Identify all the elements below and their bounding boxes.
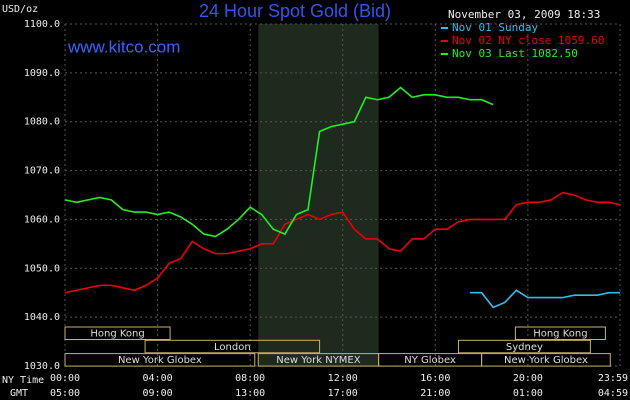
y-tick-label: 1040.0 [24, 312, 60, 323]
x-tick-label: 23:59 [598, 373, 628, 384]
x-tick-label: 20:00 [513, 373, 543, 384]
x2-tick-label: 17:00 [328, 388, 358, 399]
x2-axis-label: GMT [10, 388, 28, 399]
session-box [64, 326, 171, 340]
session-label: NY Globex [404, 355, 456, 366]
series-line [470, 289, 620, 309]
x2-tick-label: 09:00 [143, 388, 173, 399]
highlight-band [258, 24, 379, 366]
series-line [64, 191, 621, 294]
x2-tick-label: 13:00 [235, 388, 265, 399]
session-label: New York Globex [118, 355, 202, 366]
y-tick-label: 1100.0 [24, 19, 60, 30]
session-box [457, 339, 591, 354]
x-tick-label: 16:00 [420, 373, 450, 384]
site-label: www.kitco.com [67, 37, 180, 56]
y-tick-label: 1050.0 [24, 263, 60, 274]
x2-tick-label: 21:00 [420, 388, 450, 399]
legend-label: Nov 03 Last 1082.50 [452, 47, 578, 60]
x-tick-label: 00:00 [50, 373, 80, 384]
session-box [481, 353, 611, 367]
session-label: London [214, 342, 251, 353]
y-tick-label: 1080.0 [24, 117, 60, 128]
x-axis-label: NY Time [2, 375, 44, 386]
x-tick-label: 12:00 [328, 373, 358, 384]
legend-label: Nov 02 NY close 1059.60 [452, 34, 604, 47]
x-tick-label: 08:00 [235, 373, 265, 384]
y-axis-label: USD/oz [2, 4, 38, 15]
x2-tick-label: 04:59 [598, 388, 628, 399]
legend-label: Nov 01 Sunday [452, 21, 538, 34]
session-label: New York Globex [504, 355, 588, 366]
series-line [64, 86, 494, 238]
timestamp: November 03, 2009 18:33 [448, 8, 600, 21]
session-box [144, 339, 321, 354]
x2-tick-label: 01:00 [513, 388, 543, 399]
session-label: Sydney [506, 342, 543, 353]
chart-title: 24 Hour Spot Gold (Bid) [199, 1, 391, 21]
session-label: Hong Kong [533, 329, 587, 340]
y-tick-label: 1070.0 [24, 166, 60, 177]
session-label: Hong Kong [90, 329, 144, 340]
x2-tick-label: 05:00 [50, 388, 80, 399]
session-label: New York NYMEX [276, 355, 361, 366]
session-box [514, 326, 606, 340]
x-tick-label: 04:00 [143, 373, 173, 384]
y-tick-label: 1090.0 [24, 68, 60, 79]
y-tick-label: 1060.0 [24, 214, 60, 225]
session-box [64, 353, 256, 367]
y-tick-label: 1030.0 [24, 361, 60, 372]
